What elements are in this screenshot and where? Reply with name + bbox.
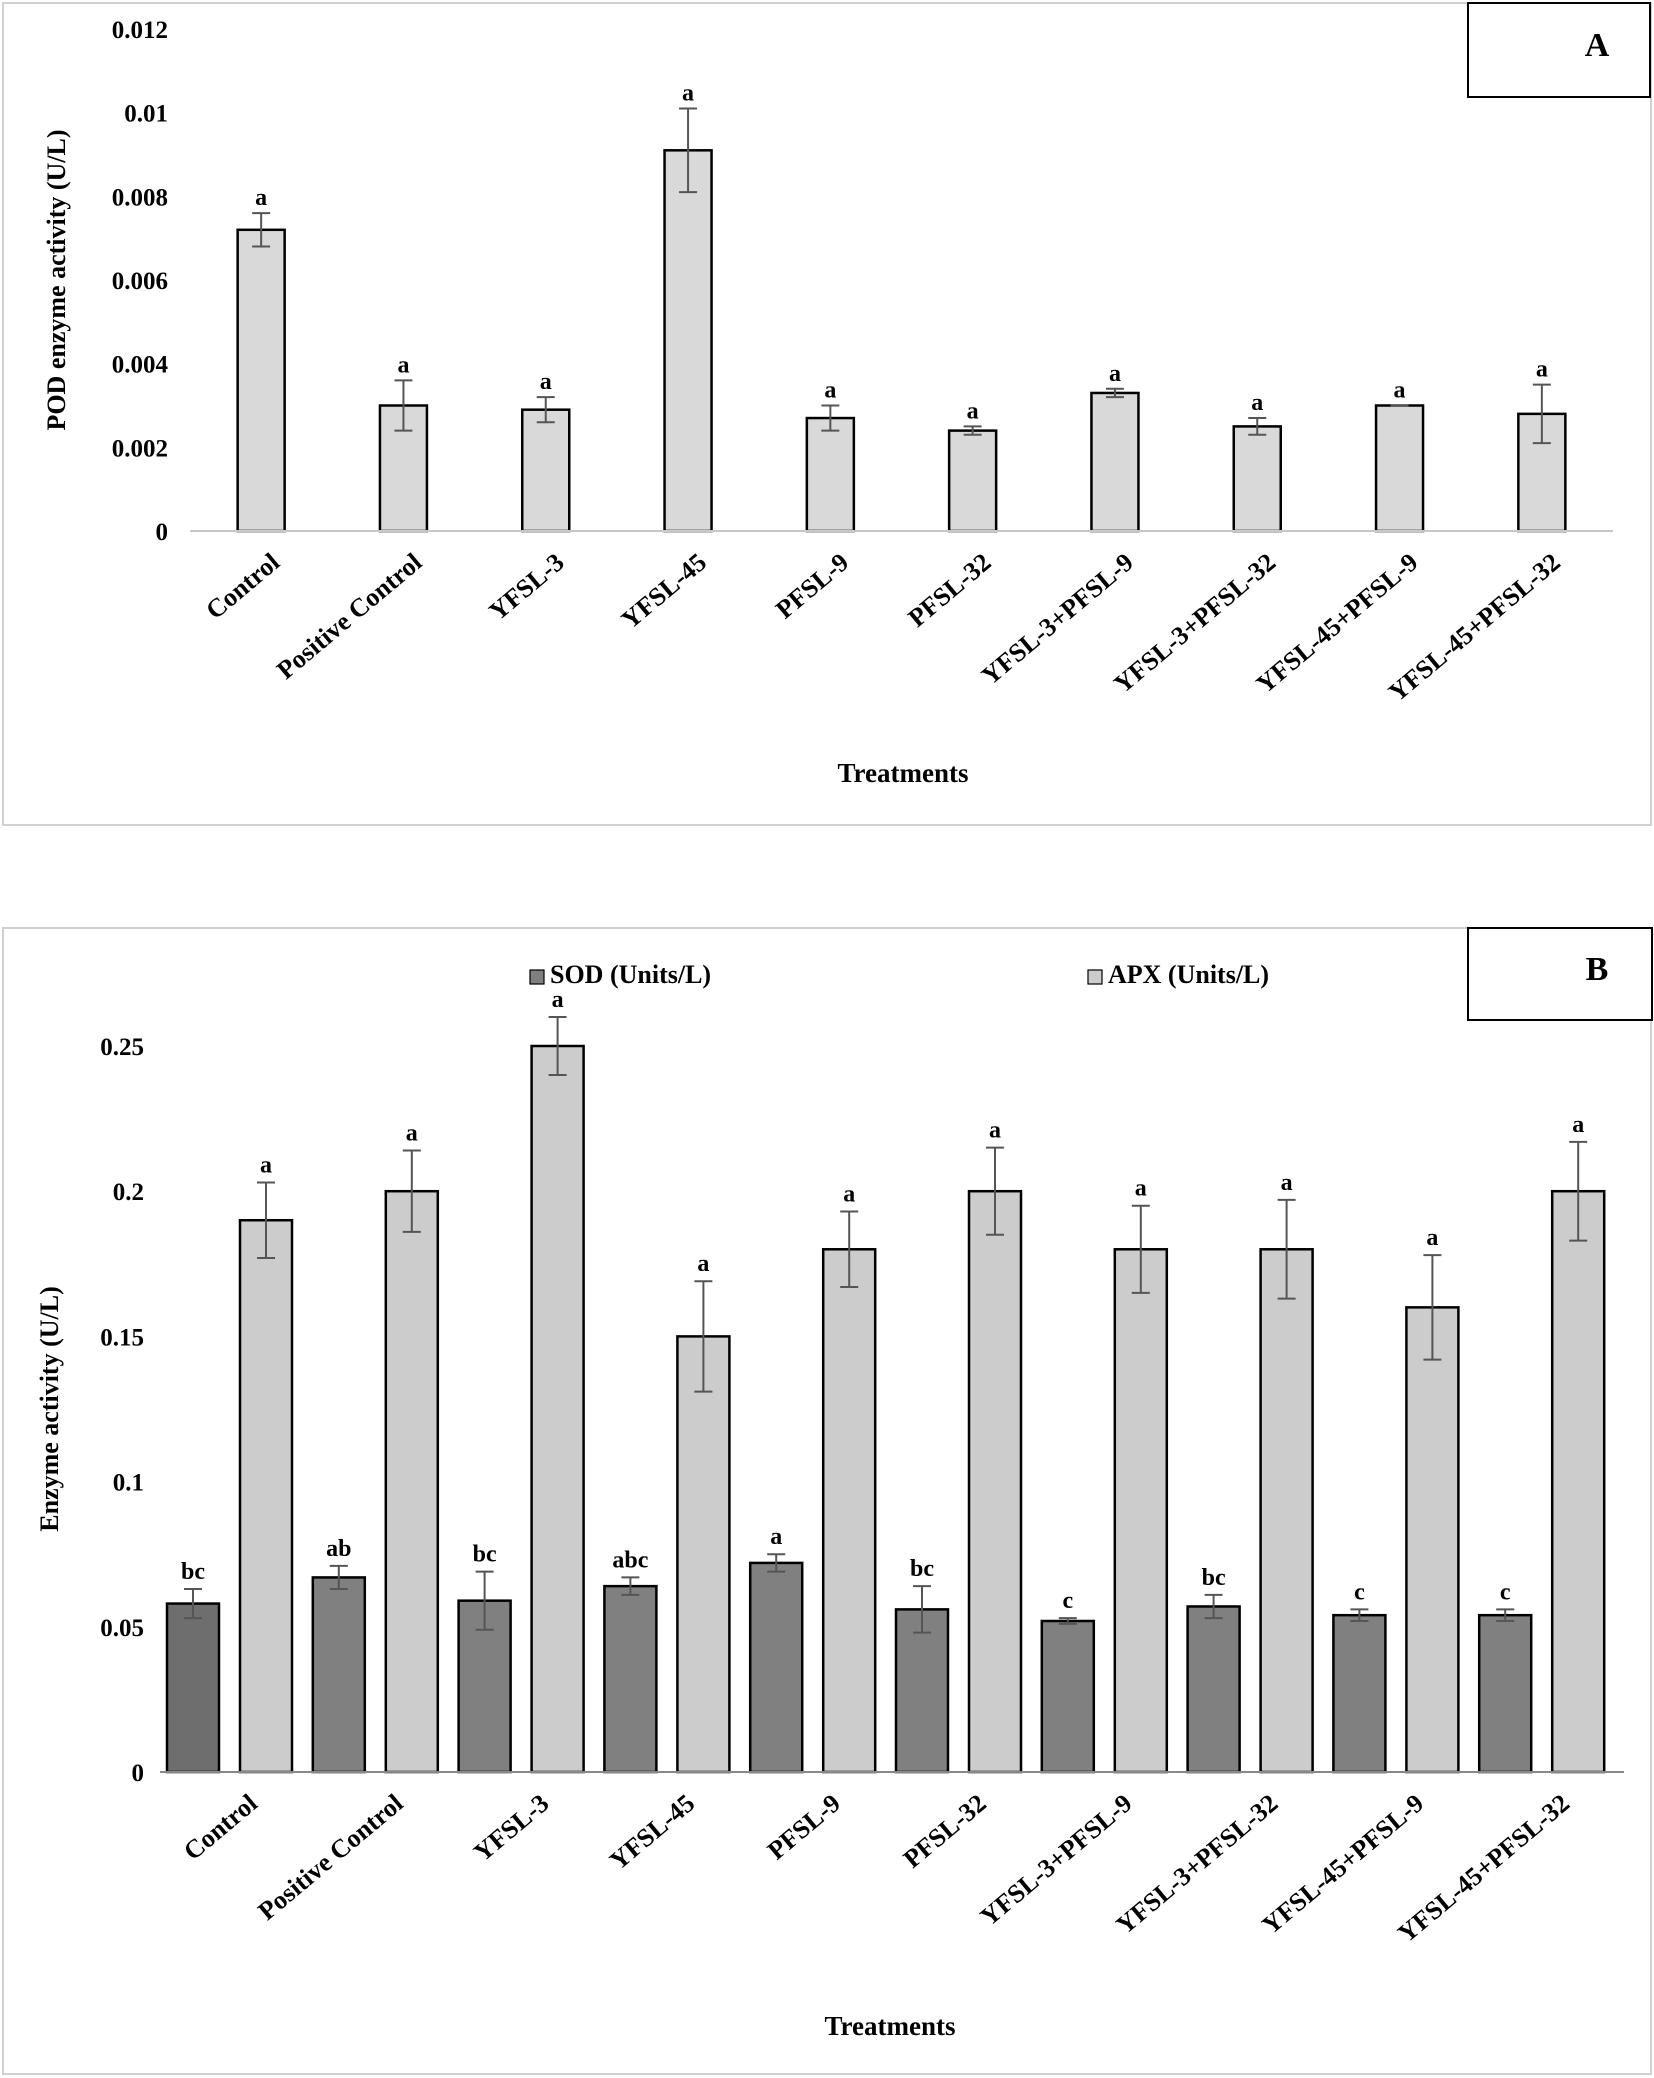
bar-apx bbox=[384, 1189, 440, 1774]
bar-apx bbox=[821, 1248, 877, 1774]
significance-letter: a bbox=[682, 80, 694, 106]
panel-b-label: B bbox=[1586, 951, 1609, 988]
significance-letter: a bbox=[1251, 390, 1263, 416]
bar-sod bbox=[1040, 1619, 1096, 1774]
significance-letter: bc bbox=[1202, 1565, 1226, 1591]
significance-letter: a bbox=[552, 987, 564, 1013]
bar-pod bbox=[1374, 404, 1425, 533]
y-tick-label: 0.012 bbox=[112, 17, 168, 44]
bar-pod bbox=[947, 429, 998, 533]
significance-letter: a bbox=[697, 1251, 709, 1277]
significance-letter: a bbox=[1426, 1225, 1438, 1251]
bar-apx bbox=[1550, 1189, 1606, 1774]
significance-letter: a bbox=[397, 352, 409, 378]
y-tick-label: 0.25 bbox=[100, 1034, 144, 1061]
bar-apx bbox=[530, 1044, 585, 1774]
significance-letter: ab bbox=[326, 1536, 351, 1562]
y-tick-label: 0.008 bbox=[112, 184, 168, 211]
bar-sod bbox=[748, 1561, 804, 1774]
y-tick-label: 0 bbox=[132, 1760, 145, 1787]
bar-sod bbox=[1332, 1613, 1387, 1774]
y-axis-title: POD enzyme activity (U/L) bbox=[42, 129, 71, 430]
bar-pod bbox=[1090, 391, 1140, 533]
y-tick-label: 0.15 bbox=[100, 1324, 144, 1351]
bar-pod bbox=[1232, 425, 1282, 533]
bar-apx bbox=[1405, 1306, 1460, 1774]
significance-letter: abc bbox=[612, 1547, 648, 1573]
y-tick-label: 0.05 bbox=[100, 1615, 144, 1642]
bar-pod bbox=[663, 149, 713, 533]
bar-apx bbox=[1259, 1248, 1314, 1774]
bar-apx bbox=[1113, 1248, 1169, 1774]
significance-letter: a bbox=[406, 1121, 418, 1147]
y-tick-label: 0.1 bbox=[113, 1470, 144, 1497]
legend-swatch bbox=[1087, 969, 1103, 985]
bar-sod bbox=[311, 1576, 367, 1774]
significance-letter: c bbox=[1062, 1588, 1073, 1614]
significance-letter: a bbox=[1394, 378, 1406, 404]
bar-apx bbox=[967, 1189, 1023, 1774]
x-axis-title: Treatments bbox=[825, 2011, 956, 2041]
bar-sod bbox=[603, 1584, 658, 1774]
bar-sod bbox=[894, 1608, 950, 1774]
significance-letter: a bbox=[1135, 1176, 1147, 1202]
bar-sod bbox=[1477, 1613, 1533, 1774]
bar-sod bbox=[165, 1602, 221, 1774]
legend-swatch bbox=[529, 969, 545, 985]
significance-letter: bc bbox=[181, 1559, 205, 1585]
significance-letter: a bbox=[260, 1152, 272, 1178]
significance-letter: a bbox=[1536, 357, 1548, 383]
y-tick-label: 0.002 bbox=[112, 435, 168, 462]
x-axis-title: Treatments bbox=[838, 758, 969, 788]
significance-letter: a bbox=[255, 185, 267, 211]
significance-letter: a bbox=[989, 1118, 1001, 1144]
significance-letter: a bbox=[824, 378, 836, 404]
y-tick-label: 0.006 bbox=[112, 268, 168, 295]
panel-a-label-box bbox=[1467, 2, 1651, 98]
bar-sod bbox=[1186, 1605, 1241, 1774]
significance-letter: a bbox=[967, 398, 979, 424]
significance-letter: a bbox=[770, 1524, 782, 1550]
significance-letter: a bbox=[540, 369, 552, 395]
significance-letter: c bbox=[1500, 1579, 1511, 1605]
significance-letter: bc bbox=[473, 1542, 497, 1568]
bar-pod bbox=[521, 408, 571, 533]
y-axis-title: Enzyme activity (U/L) bbox=[35, 1286, 64, 1532]
significance-letter: a bbox=[1572, 1112, 1584, 1138]
significance-letter: c bbox=[1354, 1579, 1365, 1605]
y-tick-label: 0.2 bbox=[113, 1179, 144, 1206]
panel-b-label-box bbox=[1467, 927, 1653, 1021]
y-tick-label: 0.004 bbox=[112, 352, 169, 379]
legend-label: APX (Units/L) bbox=[1108, 960, 1269, 989]
bar-pod bbox=[236, 228, 286, 533]
panel-a-label: A bbox=[1585, 27, 1610, 64]
y-tick-label: 0 bbox=[156, 519, 169, 546]
bar-apx bbox=[238, 1218, 294, 1774]
significance-letter: a bbox=[1109, 361, 1121, 387]
legend-label: SOD (Units/L) bbox=[550, 960, 711, 989]
significance-letter: bc bbox=[910, 1556, 934, 1582]
y-tick-label: 0.01 bbox=[124, 101, 168, 128]
significance-letter: a bbox=[843, 1182, 855, 1208]
bar-apx bbox=[676, 1335, 731, 1774]
bar-pod bbox=[805, 416, 856, 533]
significance-letter: a bbox=[1281, 1170, 1293, 1196]
